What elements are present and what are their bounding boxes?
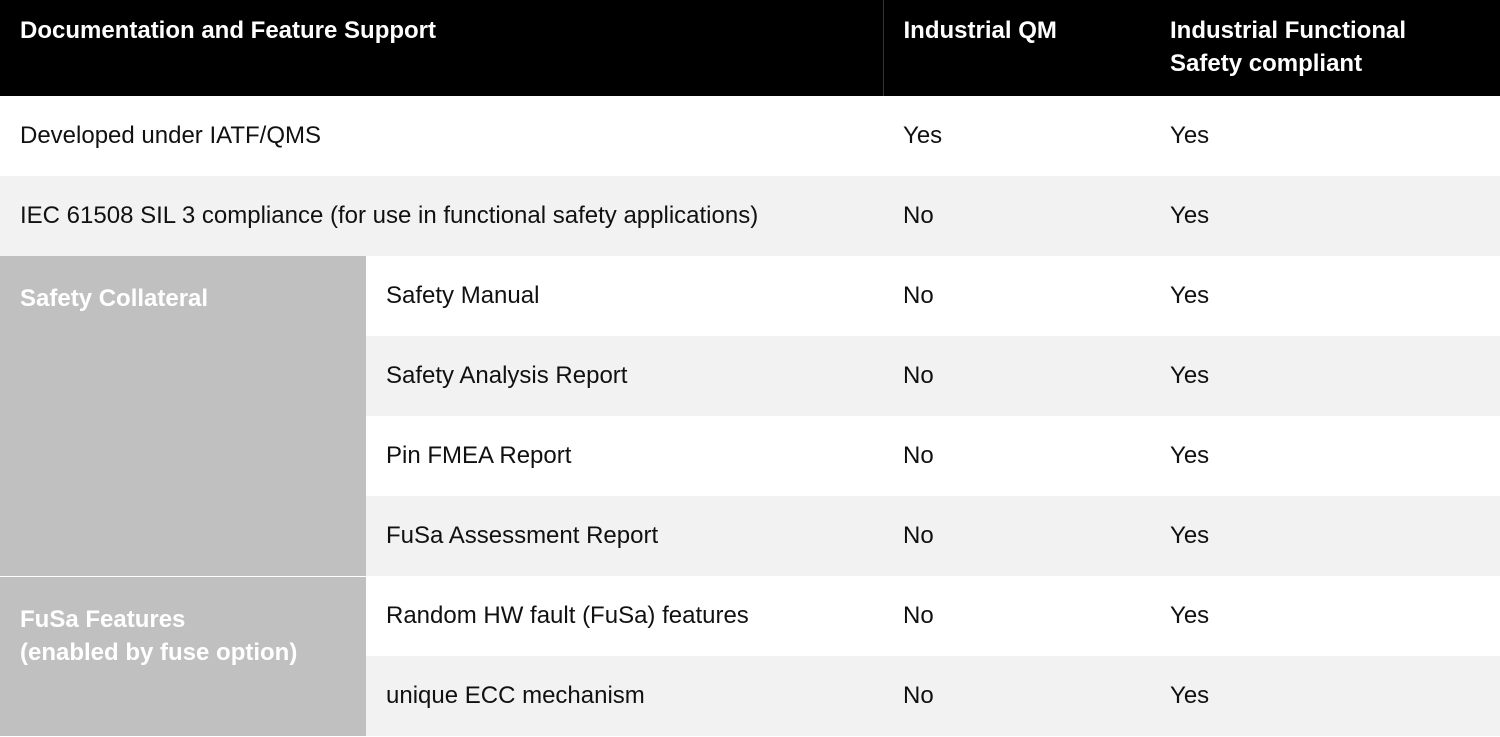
fs-cell: Yes	[1150, 176, 1500, 256]
row-label: Safety Analysis Report	[366, 336, 884, 416]
qm-cell: No	[883, 656, 1151, 736]
table-row: Safety Analysis Report No Yes	[0, 336, 1500, 416]
table-row: Developed under IATF/QMS Yes Yes	[0, 96, 1500, 176]
row-label: unique ECC mechanism	[366, 656, 884, 736]
fs-cell: Yes	[1150, 256, 1500, 336]
fs-cell: Yes	[1150, 336, 1500, 416]
header-cell: Industrial QM	[883, 0, 1151, 96]
group-label: Safety Collateral	[0, 256, 366, 576]
qm-cell: No	[883, 256, 1151, 336]
row-label: Pin FMEA Report	[366, 416, 884, 496]
qm-cell: No	[883, 416, 1151, 496]
group-label-line: Safety Collateral	[20, 285, 209, 312]
qm-cell: No	[883, 576, 1151, 656]
row-label: Random HW fault (FuSa) features	[366, 576, 884, 656]
header-cell: Documentation and Feature Support	[0, 0, 884, 96]
fs-cell: Yes	[1150, 656, 1500, 736]
row-label: FuSa Assessment Report	[366, 496, 884, 576]
header-cell: Industrial Functional Safety compliant	[1150, 0, 1500, 96]
group-label-line: (enabled by fuse option)	[20, 638, 298, 666]
table-row: Safety Collateral Safety Manual No Yes	[0, 256, 1500, 576]
fs-cell: Yes	[1150, 96, 1500, 176]
table-row: unique ECC mechanism No Yes	[0, 656, 1500, 736]
qm-cell: No	[883, 176, 1151, 256]
table-row: FuSa Assessment Report No Yes	[0, 496, 1500, 576]
qm-cell: No	[883, 336, 1151, 416]
group-label: FuSa Features (enabled by fuse option)	[0, 575, 366, 736]
group-label-line: FuSa Features	[20, 605, 186, 633]
fs-cell: Yes	[1150, 576, 1500, 656]
table-body: Developed under IATF/QMS Yes Yes IEC 61508 …	[0, 96, 1500, 736]
header-row: Documentation and Feature Support Indust…	[0, 0, 1500, 96]
fs-cell: Yes	[1150, 416, 1500, 496]
row-label: IEC 61508 SIL 3 compliance (for use in f…	[0, 176, 884, 256]
row-label: Safety Manual	[366, 256, 884, 336]
table-row: Pin FMEA Report No Yes	[0, 416, 1500, 496]
table-row: FuSa Features (enabled by fuse option) Ran…	[0, 575, 1500, 736]
qm-cell: Yes	[883, 96, 1151, 176]
row-label: Developed under IATF/QMS	[0, 96, 884, 176]
table-row: IEC 61508 SIL 3 compliance (for use in f…	[0, 176, 1500, 256]
qm-cell: No	[883, 496, 1151, 576]
fs-cell: Yes	[1150, 496, 1500, 576]
